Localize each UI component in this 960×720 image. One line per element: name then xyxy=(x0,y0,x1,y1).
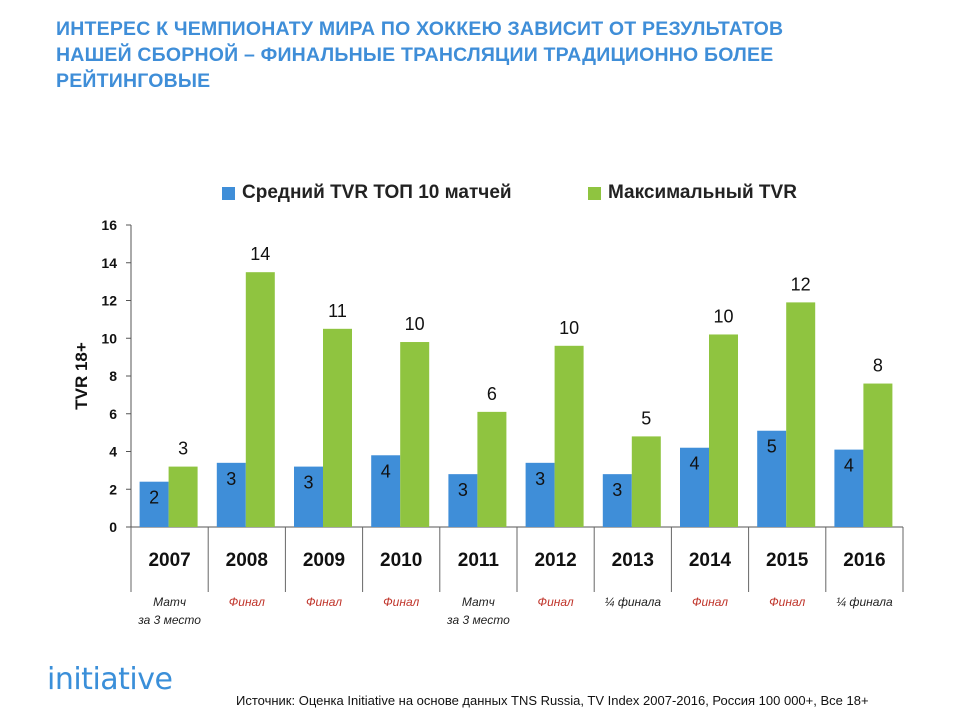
source-note: Источник: Оценка Initiative на основе да… xyxy=(236,693,869,708)
data-label-avg: 3 xyxy=(226,469,236,489)
match-note: Матч за 3 место xyxy=(125,593,215,629)
data-label-max: 10 xyxy=(559,318,579,338)
data-label-avg: 3 xyxy=(612,480,622,500)
match-note: Финал xyxy=(742,593,832,611)
match-note-line: за 3 место xyxy=(447,613,510,627)
match-note-line: Матч xyxy=(461,595,495,609)
data-label-max: 10 xyxy=(405,314,425,334)
bar-avg xyxy=(371,455,401,527)
bar-max xyxy=(863,383,893,527)
data-label-avg: 4 xyxy=(381,461,391,481)
match-note-line: Финал xyxy=(537,595,574,609)
data-label-avg: 5 xyxy=(767,437,777,457)
match-note-line: Матч xyxy=(153,595,187,609)
data-label-max: 6 xyxy=(487,384,497,404)
match-note-line: Финал xyxy=(305,595,343,609)
match-note-line: Финал xyxy=(228,595,265,609)
y-tick-label: 12 xyxy=(101,293,117,309)
title-line-1: ИНТЕРЕС К ЧЕМПИОНАТУ МИРА ПО ХОККЕЮ ЗАВИ… xyxy=(56,18,784,40)
legend-swatch-avg xyxy=(222,186,235,200)
x-tick-label: 2008 xyxy=(226,550,268,571)
match-note: Матч за 3 место xyxy=(433,593,523,629)
title-line-2: НАШЕЙ СБОРНОЙ – ФИНАЛЬНЫЕ ТРАНСЛЯЦИИ ТРА… xyxy=(56,44,774,66)
y-tick-label: 0 xyxy=(109,519,117,535)
legend-item-max: Максимальный TVR xyxy=(588,182,797,204)
y-tick-label: 10 xyxy=(101,330,117,346)
match-note-line: Финал xyxy=(691,595,729,609)
legend-label-max: Максимальный TVR xyxy=(608,182,797,203)
data-label-max: 5 xyxy=(641,408,651,428)
x-tick-label: 2014 xyxy=(689,550,732,571)
page-title: ИНТЕРЕС К ЧЕМПИОНАТУ МИРА ПО ХОККЕЮ ЗАВИ… xyxy=(56,16,916,94)
bar-avg xyxy=(294,466,323,527)
match-note: Финал xyxy=(279,593,369,611)
bar-max xyxy=(477,411,507,527)
legend-swatch-max xyxy=(588,186,601,200)
bar-avg xyxy=(680,447,709,527)
data-label-max: 12 xyxy=(791,274,811,294)
match-note: Финал xyxy=(356,593,446,611)
match-note: Финал xyxy=(665,593,755,611)
match-note-line: за 3 место xyxy=(138,613,201,627)
bar-max xyxy=(554,345,584,527)
match-note: ¼ финала xyxy=(819,593,909,611)
data-label-avg: 3 xyxy=(535,469,545,489)
match-note: ¼ финала xyxy=(588,593,678,611)
y-tick-label: 6 xyxy=(109,406,117,422)
x-tick-label: 2011 xyxy=(458,550,500,571)
y-tick-label: 8 xyxy=(109,368,117,384)
y-tick-label: 14 xyxy=(101,255,117,271)
bar-avg xyxy=(834,449,864,527)
match-note: Финал xyxy=(511,593,601,611)
bar-max xyxy=(245,272,275,527)
legend-label-avg: Средний TVR ТОП 10 матчей xyxy=(242,182,512,203)
match-note-line: ¼ финала xyxy=(604,595,662,609)
bar-avg xyxy=(602,474,632,527)
match-note-line: ¼ финала xyxy=(836,595,893,609)
data-label-max: 14 xyxy=(250,244,270,264)
x-tick-label: 2012 xyxy=(534,550,576,571)
data-label-max: 8 xyxy=(873,356,883,376)
x-tick-label: 2015 xyxy=(766,550,809,571)
match-note-line: Финал xyxy=(383,595,420,609)
data-label-avg: 3 xyxy=(303,473,313,493)
x-tick-label: 2013 xyxy=(612,550,654,571)
chart-legend: Средний TVR ТОП 10 матчей Максимальный T… xyxy=(222,182,862,210)
bar-max xyxy=(786,302,816,527)
x-tick-label: 2010 xyxy=(380,550,422,571)
bar-avg xyxy=(216,462,246,527)
match-note: Финал xyxy=(202,593,292,611)
data-label-avg: 4 xyxy=(844,456,854,476)
data-label-avg: 4 xyxy=(689,454,699,474)
bar-avg xyxy=(139,481,169,527)
y-tick-label: 16 xyxy=(101,217,117,233)
bar-max xyxy=(631,436,661,527)
bar-avg xyxy=(525,462,555,527)
bar-avg xyxy=(757,430,787,527)
data-label-avg: 3 xyxy=(458,480,468,500)
x-tick-label: 2007 xyxy=(148,550,190,571)
legend-item-avg: Средний TVR ТОП 10 матчей xyxy=(222,182,512,204)
match-note-line: Финал xyxy=(769,595,806,609)
bar-avg xyxy=(448,474,478,527)
y-tick-label: 4 xyxy=(109,444,117,460)
data-label-max: 11 xyxy=(328,301,347,321)
bar-max xyxy=(709,334,738,527)
data-label-max: 10 xyxy=(713,306,733,326)
x-tick-label: 2009 xyxy=(303,550,345,571)
data-label-max: 3 xyxy=(178,439,188,459)
x-tick-label: 2016 xyxy=(843,550,885,571)
data-label-avg: 2 xyxy=(149,488,159,508)
bar-max xyxy=(400,342,430,527)
title-line-3: РЕЙТИНГОВЫЕ xyxy=(56,70,211,92)
initiative-logo: initiative xyxy=(47,662,173,697)
y-tick-label: 2 xyxy=(109,481,117,497)
y-axis-label: TVR 18+ xyxy=(72,342,91,410)
bar-max xyxy=(168,466,198,527)
bar-max xyxy=(323,328,352,527)
